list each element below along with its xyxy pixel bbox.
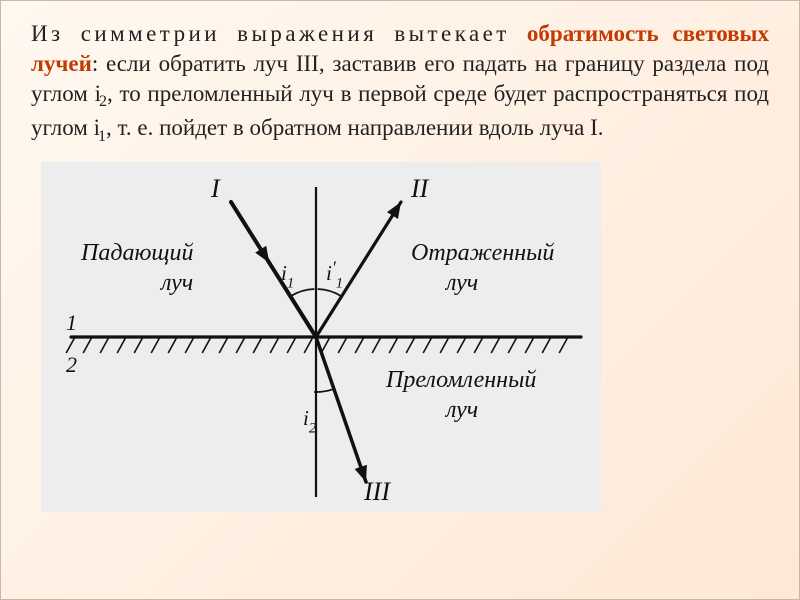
para-sub1: 2 <box>99 93 107 110</box>
label-refracted1: Преломленный <box>385 367 536 393</box>
label-incident2: луч <box>159 270 193 296</box>
label-reflected2: луч <box>444 270 478 296</box>
para-sub2: 1 <box>98 128 106 145</box>
label-I: I <box>210 174 221 203</box>
para-post3: , т. е. пойдет в обратном направлении вд… <box>106 115 603 140</box>
label-incident1: Падающий <box>80 240 194 266</box>
label-medium2: 2 <box>66 352 77 377</box>
label-II: II <box>410 174 430 203</box>
label-medium1: 1 <box>66 310 77 335</box>
label-reflected1: Отраженный <box>411 240 554 266</box>
label-III: III <box>363 477 391 506</box>
body-text: Из симметрии выражения вытекает обратимо… <box>1 1 799 154</box>
diagram-svg: IIIIIIПадающийлучОтраженныйлучПреломленн… <box>41 162 601 512</box>
label-refracted2: луч <box>444 397 478 423</box>
refraction-diagram: IIIIIIПадающийлучОтраженныйлучПреломленн… <box>41 162 601 512</box>
para-pre: Из симметрии выражения вытекает <box>31 21 527 46</box>
